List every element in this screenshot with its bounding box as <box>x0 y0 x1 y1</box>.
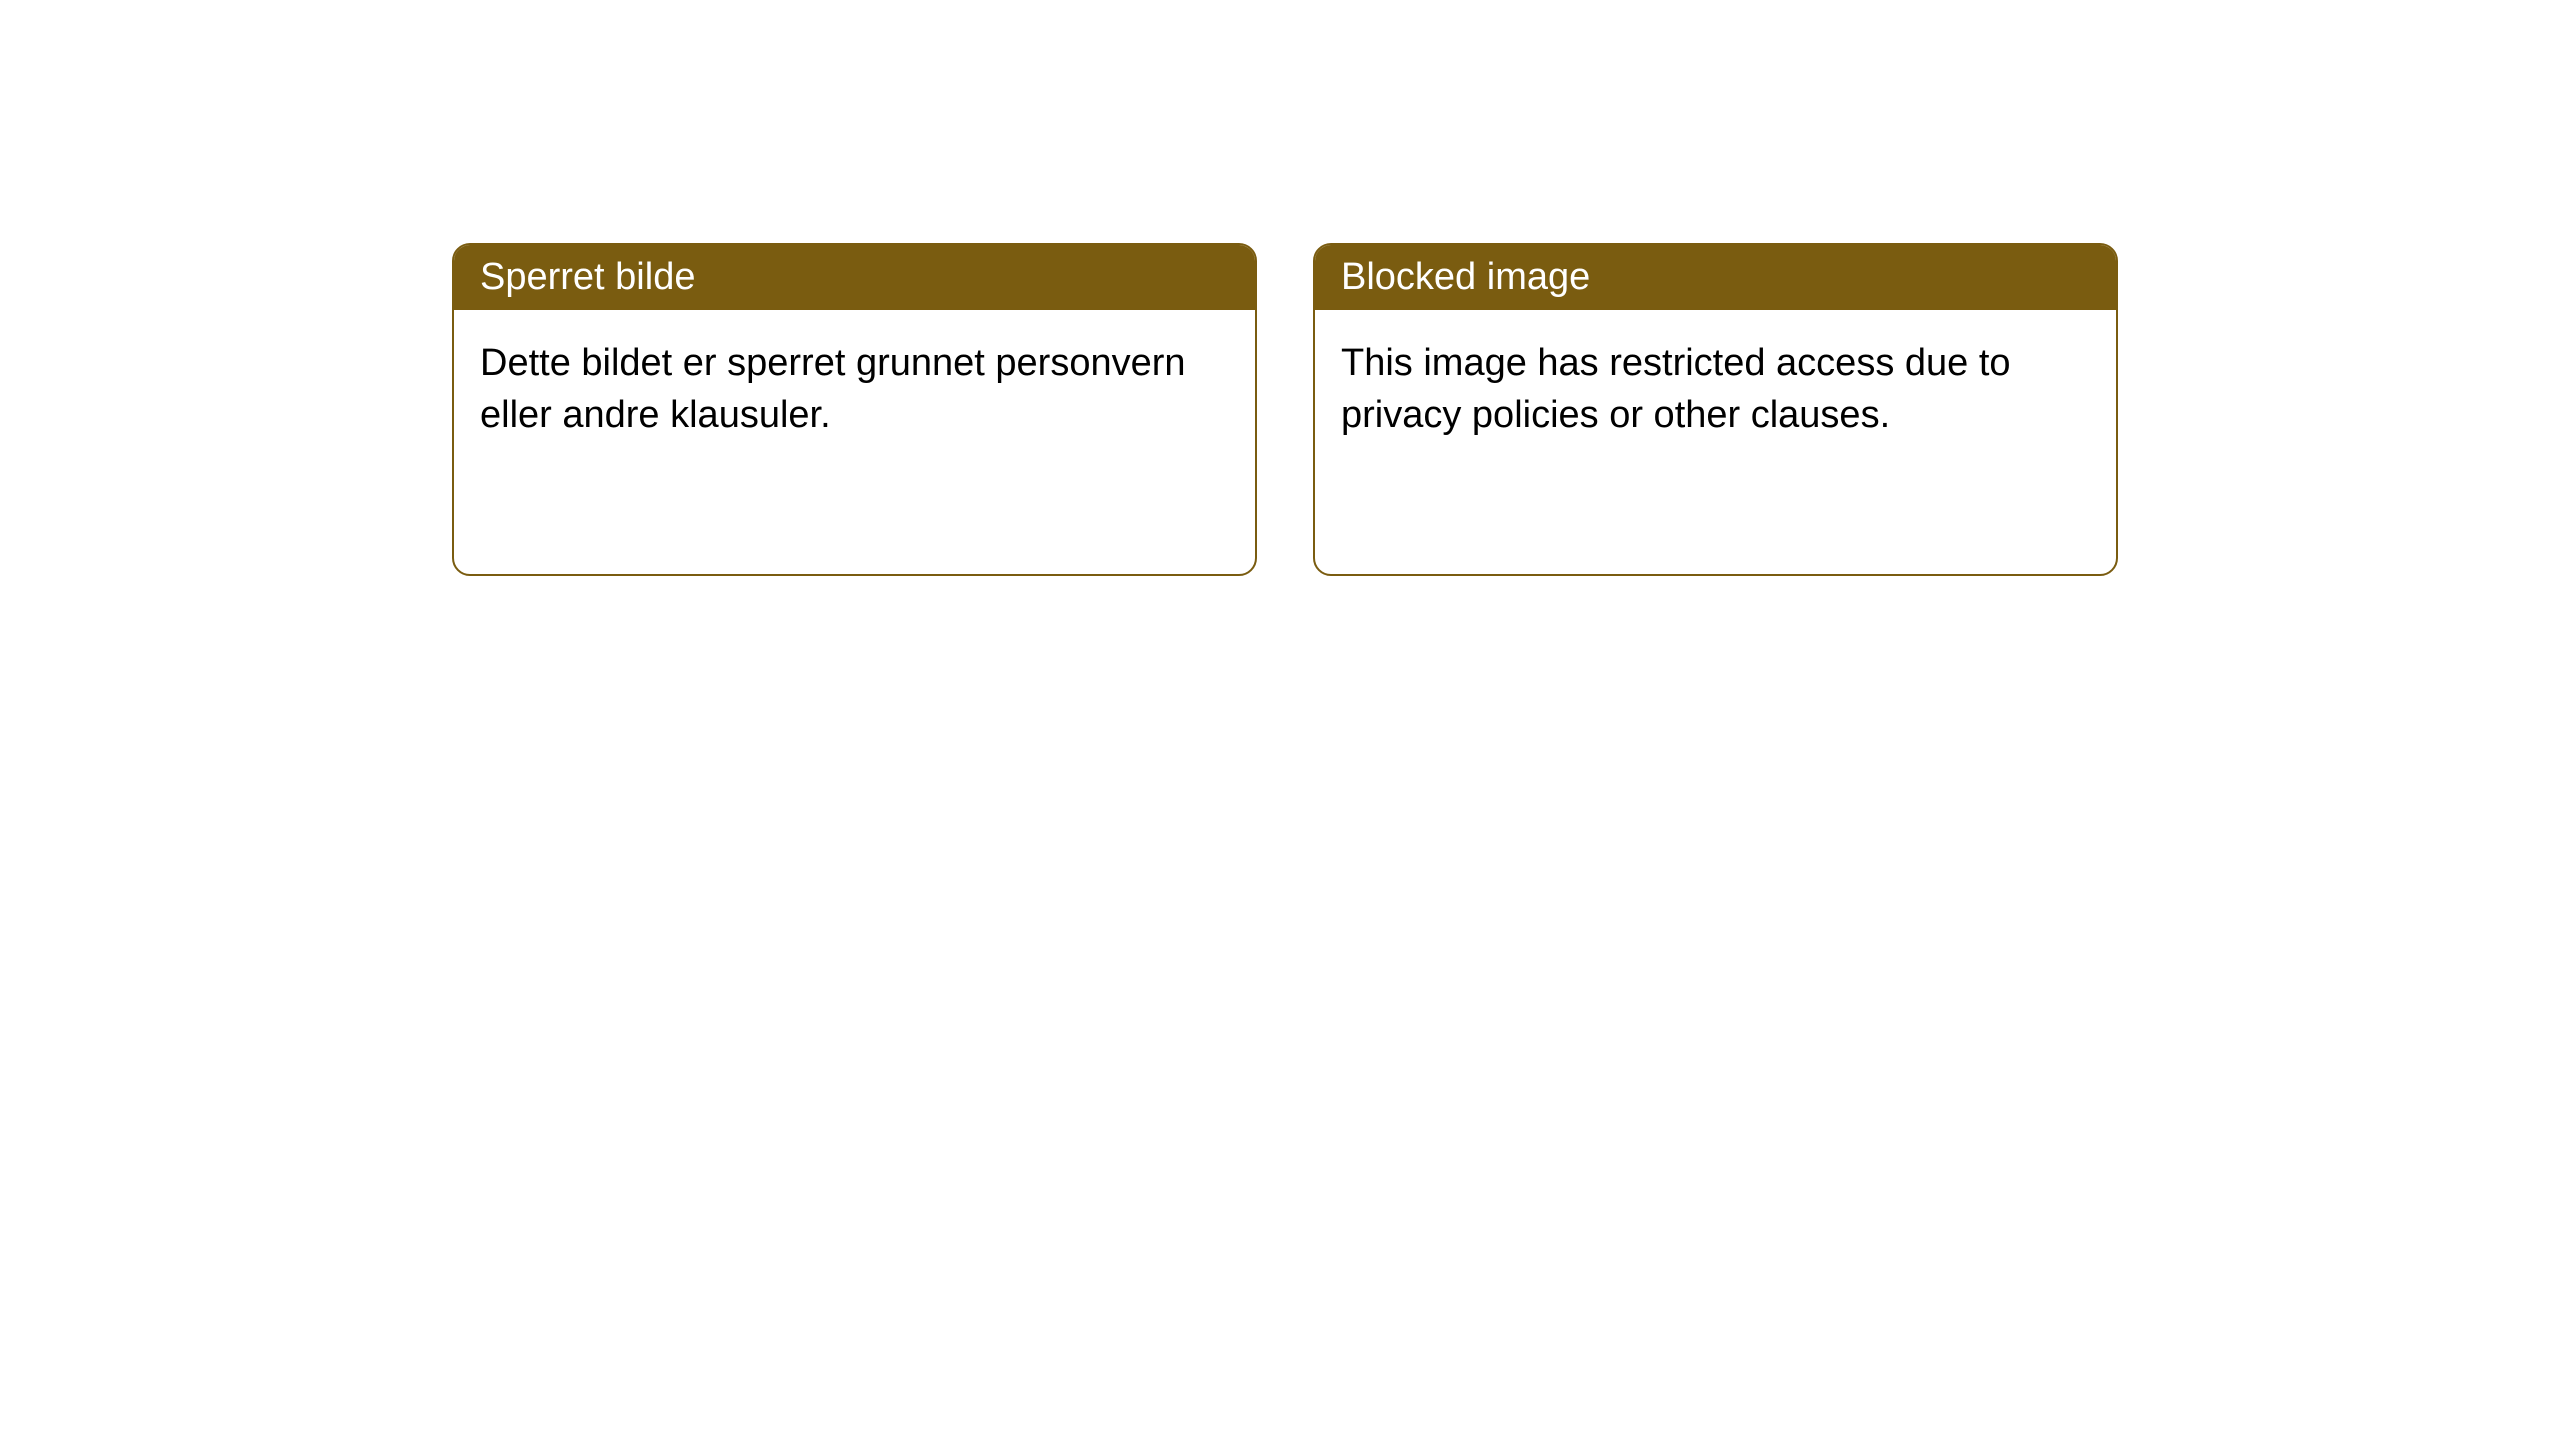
panel-header: Sperret bilde <box>454 245 1255 310</box>
panel-header: Blocked image <box>1315 245 2116 310</box>
notice-container: Sperret bilde Dette bildet er sperret gr… <box>452 243 2118 576</box>
panel-title: Sperret bilde <box>480 256 695 298</box>
panel-body-text: This image has restricted access due to … <box>1341 342 2011 435</box>
panel-title: Blocked image <box>1341 256 1590 298</box>
panel-body-text: Dette bildet er sperret grunnet personve… <box>480 342 1186 435</box>
panel-body: This image has restricted access due to … <box>1315 310 2116 469</box>
notice-panel-no: Sperret bilde Dette bildet er sperret gr… <box>452 243 1257 576</box>
panel-body: Dette bildet er sperret grunnet personve… <box>454 310 1255 469</box>
notice-panel-en: Blocked image This image has restricted … <box>1313 243 2118 576</box>
